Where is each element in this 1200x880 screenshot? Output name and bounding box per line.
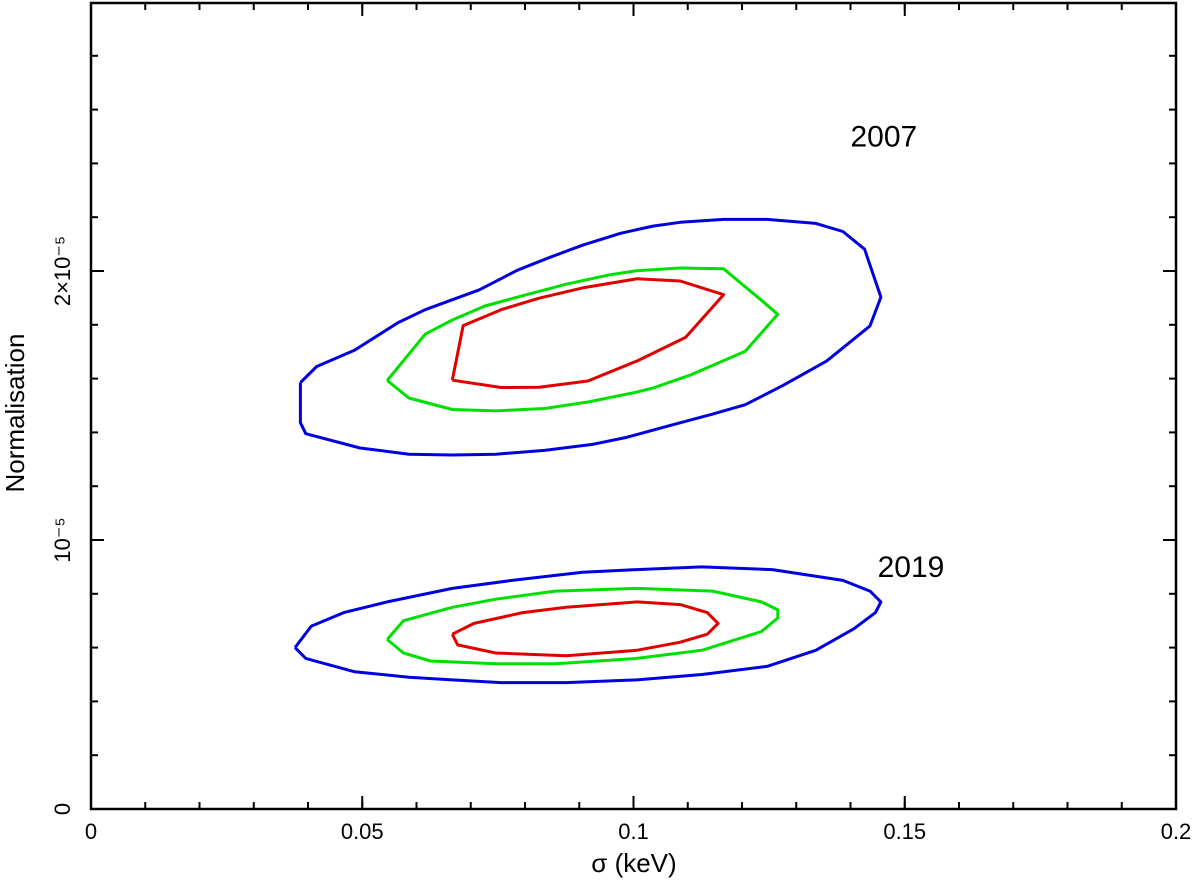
x-tick-label: 0 <box>85 819 97 844</box>
annotation-2019: 2019 <box>878 551 945 584</box>
x-tick-label: 0.1 <box>618 819 649 844</box>
contour-2007-2 <box>450 277 726 389</box>
contour-2007-1 <box>386 266 780 413</box>
contour-lines <box>293 217 883 685</box>
annotation-2007: 2007 <box>851 121 918 154</box>
x-tick-label: 0.2 <box>1161 819 1192 844</box>
y-tick-label: 0 <box>50 803 75 815</box>
x-tick-label: 0.15 <box>883 819 926 844</box>
y-tick-label: 2×10⁻⁵ <box>50 236 75 306</box>
contour-2007-0 <box>298 217 883 457</box>
contour-2019-4 <box>386 586 780 666</box>
contour-2019-3 <box>293 565 883 685</box>
y-axis-label: Normalisation <box>0 334 30 493</box>
x-axis-label: σ (keV) <box>591 848 676 878</box>
y-tick-label: 10⁻⁵ <box>50 517 75 562</box>
annotations: 2007 2019 <box>851 121 945 584</box>
plot-frame <box>89 1 1178 811</box>
axis-ticks <box>90 3 1177 810</box>
tick-labels: 0 0.05 0.1 0.15 0.2 0 10⁻⁵ 2×10⁻⁵ <box>50 236 1191 844</box>
contour-2019-5 <box>450 600 720 658</box>
x-tick-label: 0.05 <box>341 819 384 844</box>
